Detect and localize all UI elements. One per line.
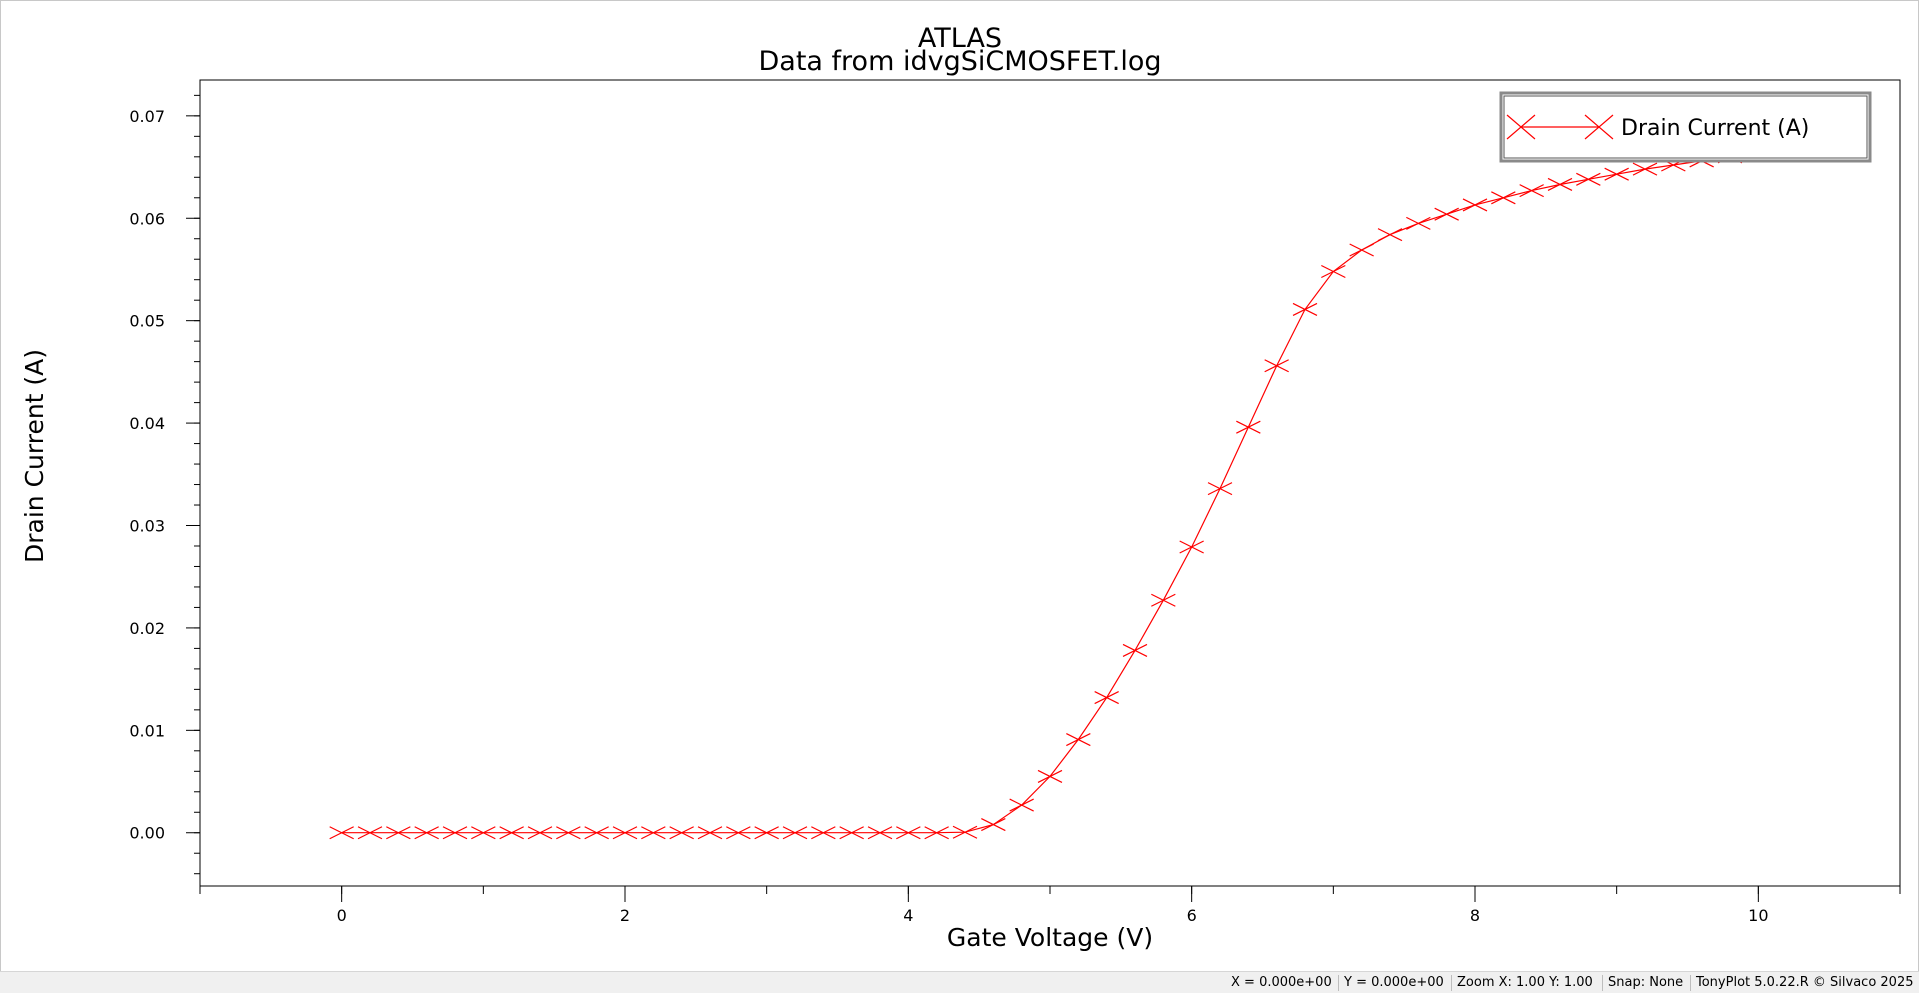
status-snap: Snap: None (1602, 975, 1688, 991)
data-point-marker (1009, 798, 1034, 812)
data-point-marker (1349, 243, 1374, 257)
data-point-marker (527, 826, 553, 840)
data-point-marker (1491, 191, 1516, 205)
chart[interactable]: ATLAS Data from idvgSiCMOSFET.log 0.000.… (1, 1, 1918, 971)
legend-line-marker-icon (1506, 114, 1614, 140)
chart-subtitle: Data from idvgSiCMOSFET.log (758, 46, 1161, 77)
x-axis-label: Gate Voltage (V) (947, 923, 1153, 952)
data-point-marker (386, 826, 411, 840)
y-tick-label: 0.07 (129, 107, 165, 126)
data-point-marker (584, 826, 609, 840)
y-axis: 0.00 0.01 0.02 0.03 0.04 0.05 0.06 0.07 (129, 94, 200, 875)
data-point-marker (1236, 420, 1261, 434)
plot-window: ATLAS Data from idvgSiCMOSFET.log 0.00 0.… (0, 0, 1919, 972)
data-point-marker (669, 826, 694, 840)
data-point-marker (1151, 593, 1176, 607)
data-point-marker (1576, 172, 1601, 186)
legend-entry-label: Drain Current (A) (1621, 116, 1809, 141)
data-point-marker (442, 826, 468, 840)
data-point-marker (1547, 177, 1573, 191)
plot-area[interactable] (199, 79, 1901, 887)
data-point-marker (782, 826, 808, 840)
y-tick-label: 0.01 (129, 721, 165, 740)
data-point-marker (754, 826, 779, 840)
y-tick-label: 0.02 (129, 619, 165, 638)
data-point-marker (641, 826, 666, 840)
data-point-marker (1462, 198, 1488, 212)
series-line (341, 153, 1759, 834)
data-point-marker (697, 826, 723, 840)
y-tick-label: 0.06 (129, 209, 165, 228)
y-tick-label: 0.03 (129, 517, 165, 536)
data-point-marker (1292, 302, 1318, 316)
data-point-marker (924, 826, 949, 840)
data-point-marker (1519, 184, 1544, 198)
data-point-marker (1122, 643, 1148, 657)
x-axis: 0 2 4 6 8 10 (199, 886, 1901, 925)
data-point-marker (811, 826, 836, 840)
data-point-marker (329, 826, 354, 840)
data-point-marker (1264, 359, 1289, 373)
data-point-marker (1037, 769, 1063, 783)
data-point-marker (952, 825, 978, 839)
x-tick-label: 6 (1187, 906, 1197, 925)
data-point-marker (1604, 167, 1629, 181)
data-point-marker (414, 826, 439, 840)
data-point-marker (1066, 733, 1091, 747)
legend[interactable]: Drain Current (A) (1499, 91, 1872, 163)
data-point-marker (1406, 216, 1431, 230)
data-point-marker (1377, 228, 1403, 242)
y-tick-label: 0.05 (129, 312, 165, 331)
chart-title: ATLAS (918, 23, 1002, 54)
data-point-marker (612, 826, 638, 840)
x-tick-label: 8 (1470, 906, 1480, 925)
data-point-marker (839, 826, 864, 840)
x-tick-label: 0 (337, 906, 347, 925)
data-point-marker (499, 826, 524, 840)
status-bar: X = 0.000e+00 Y = 0.000e+00 Zoom X: 1.00… (0, 971, 1919, 993)
status-version: TonyPlot 5.0.22.R © Silvaco 2025 (1690, 975, 1918, 991)
y-tick-label: 0.04 (129, 414, 165, 433)
data-point-marker (726, 826, 751, 840)
x-tick-label: 10 (1748, 906, 1768, 925)
data-point-marker (1179, 540, 1204, 554)
x-tick-label: 2 (620, 906, 630, 925)
series-drain-current (329, 147, 1771, 840)
data-point-marker (1321, 264, 1346, 279)
data-point-marker (1207, 482, 1233, 496)
status-coord-y: Y = 0.000e+00 (1338, 975, 1449, 991)
data-point-marker (981, 818, 1006, 832)
status-zoom: Zoom X: 1.00 Y: 1.00 (1451, 975, 1598, 991)
y-tick-label: 0.00 (129, 824, 165, 843)
data-point-marker (357, 826, 383, 840)
x-tick-label: 4 (903, 906, 913, 925)
data-point-marker (867, 826, 893, 840)
data-point-marker (1632, 162, 1658, 176)
data-point-marker (471, 826, 496, 840)
status-coord-x: X = 0.000e+00 (1231, 975, 1332, 990)
data-point-marker (896, 826, 921, 840)
data-point-marker (556, 826, 581, 840)
data-point-marker (1094, 691, 1119, 705)
data-point-marker (1434, 207, 1459, 221)
y-axis-label: Drain Current (A) (20, 349, 49, 563)
